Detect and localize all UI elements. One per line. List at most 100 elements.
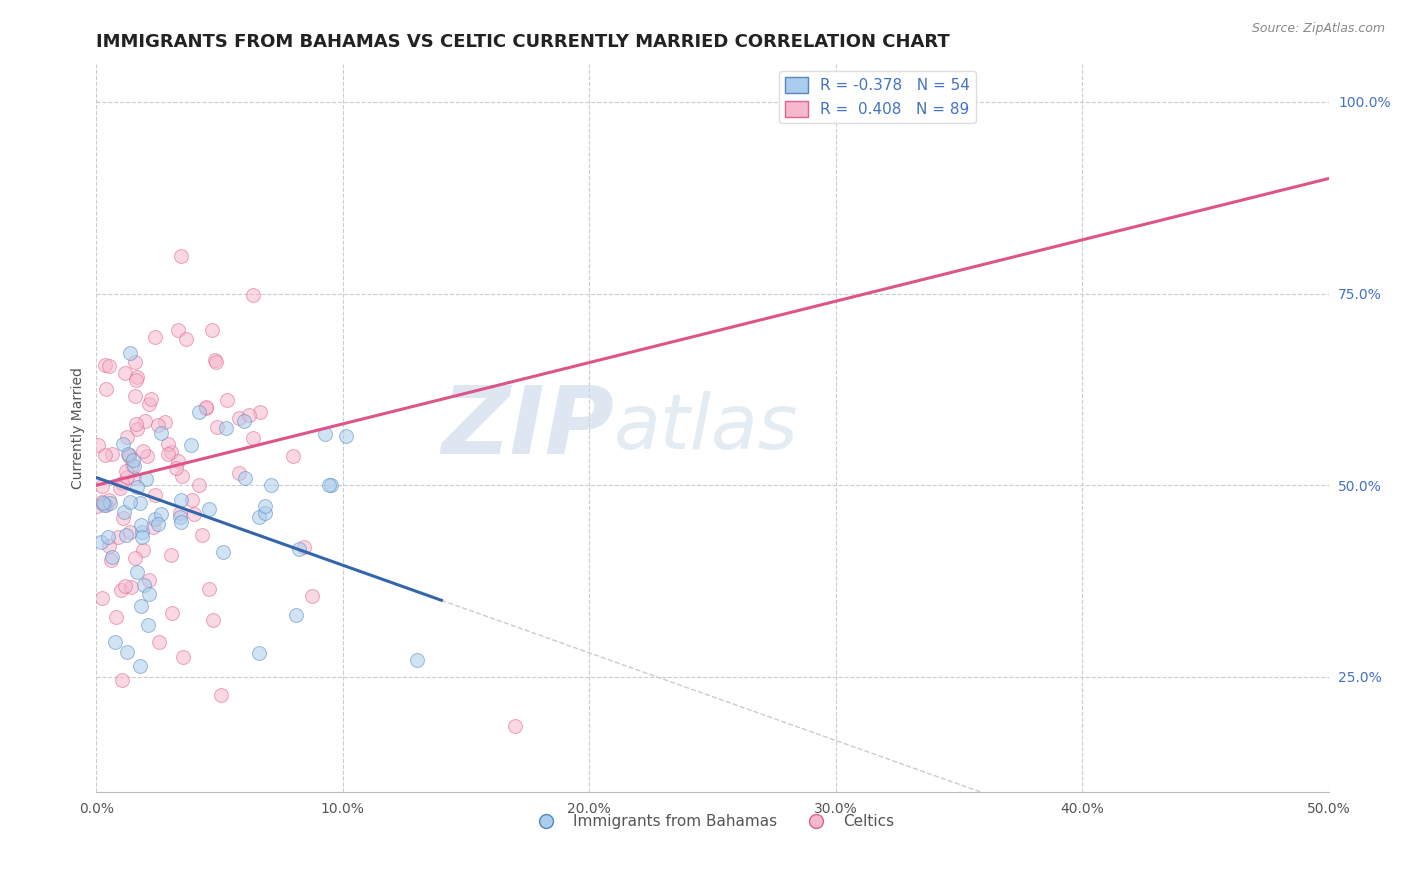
Point: [149, 425, 172, 440]
Point: [131, 525, 153, 540]
Point: [132, 443, 155, 458]
Point: [120, 495, 142, 509]
Point: [86, 438, 108, 452]
Point: [90, 535, 112, 549]
Point: [125, 417, 148, 431]
Point: [86, 499, 108, 513]
Point: [117, 447, 139, 461]
Point: [135, 449, 157, 463]
Point: [98, 539, 121, 553]
Point: [138, 397, 160, 411]
Point: [128, 496, 150, 510]
Legend: Immigrants from Bahamas, Celtics: Immigrants from Bahamas, Celtics: [524, 808, 900, 835]
Point: [131, 530, 153, 544]
Point: [90, 494, 112, 508]
Point: [209, 688, 232, 702]
Point: [285, 607, 308, 622]
Point: [205, 420, 228, 434]
Point: [162, 606, 184, 620]
Point: [201, 613, 224, 627]
Point: [148, 634, 170, 648]
Point: [505, 719, 527, 733]
Point: [233, 414, 256, 428]
Point: [138, 587, 160, 601]
Point: [187, 405, 209, 419]
Point: [115, 528, 138, 542]
Point: [132, 578, 155, 592]
Point: [112, 505, 135, 519]
Point: [125, 373, 148, 387]
Point: [104, 635, 127, 649]
Point: [121, 458, 143, 472]
Point: [115, 645, 138, 659]
Point: [156, 437, 179, 451]
Point: [247, 509, 270, 524]
Point: [217, 393, 239, 408]
Point: [170, 249, 193, 263]
Point: [107, 530, 129, 544]
Point: [120, 346, 142, 360]
Point: [167, 323, 190, 337]
Point: [187, 478, 209, 492]
Point: [94, 382, 117, 396]
Point: [129, 517, 152, 532]
Point: [93, 498, 115, 512]
Point: [104, 610, 127, 624]
Point: [165, 461, 187, 475]
Point: [242, 287, 264, 301]
Point: [97, 530, 120, 544]
Point: [405, 653, 427, 667]
Point: [169, 509, 191, 524]
Point: [122, 453, 145, 467]
Point: [160, 444, 183, 458]
Point: [90, 591, 112, 605]
Point: [172, 468, 194, 483]
Point: [197, 502, 219, 516]
Point: [167, 454, 190, 468]
Point: [238, 408, 260, 422]
Point: [98, 496, 121, 510]
Point: [157, 447, 180, 461]
Point: [205, 355, 228, 369]
Point: [172, 649, 194, 664]
Point: [100, 447, 122, 461]
Point: [100, 552, 122, 566]
Point: [169, 506, 191, 520]
Point: [292, 540, 315, 554]
Point: [127, 565, 149, 579]
Point: [112, 510, 135, 524]
Point: [115, 470, 138, 484]
Point: [253, 506, 276, 520]
Point: [283, 449, 305, 463]
Point: [129, 599, 152, 614]
Point: [124, 551, 146, 566]
Point: [194, 401, 217, 415]
Point: [142, 520, 165, 534]
Point: [260, 477, 283, 491]
Point: [111, 436, 134, 450]
Point: [111, 673, 134, 687]
Point: [314, 427, 336, 442]
Point: [319, 478, 342, 492]
Point: [288, 541, 311, 556]
Point: [138, 573, 160, 587]
Point: [228, 410, 250, 425]
Point: [134, 414, 156, 428]
Point: [111, 475, 134, 490]
Point: [120, 580, 142, 594]
Point: [96, 498, 118, 512]
Text: Source: ZipAtlas.com: Source: ZipAtlas.com: [1251, 22, 1385, 36]
Point: [124, 355, 146, 369]
Point: [94, 358, 117, 372]
Point: [124, 471, 146, 485]
Point: [118, 448, 141, 462]
Point: [183, 507, 205, 521]
Point: [114, 366, 136, 380]
Point: [335, 429, 357, 443]
Point: [215, 421, 238, 435]
Text: IMMIGRANTS FROM BAHAMAS VS CELTIC CURRENTLY MARRIED CORRELATION CHART: IMMIGRANTS FROM BAHAMAS VS CELTIC CURREN…: [97, 33, 950, 51]
Point: [115, 464, 138, 478]
Point: [129, 658, 152, 673]
Point: [204, 352, 226, 367]
Point: [212, 545, 235, 559]
